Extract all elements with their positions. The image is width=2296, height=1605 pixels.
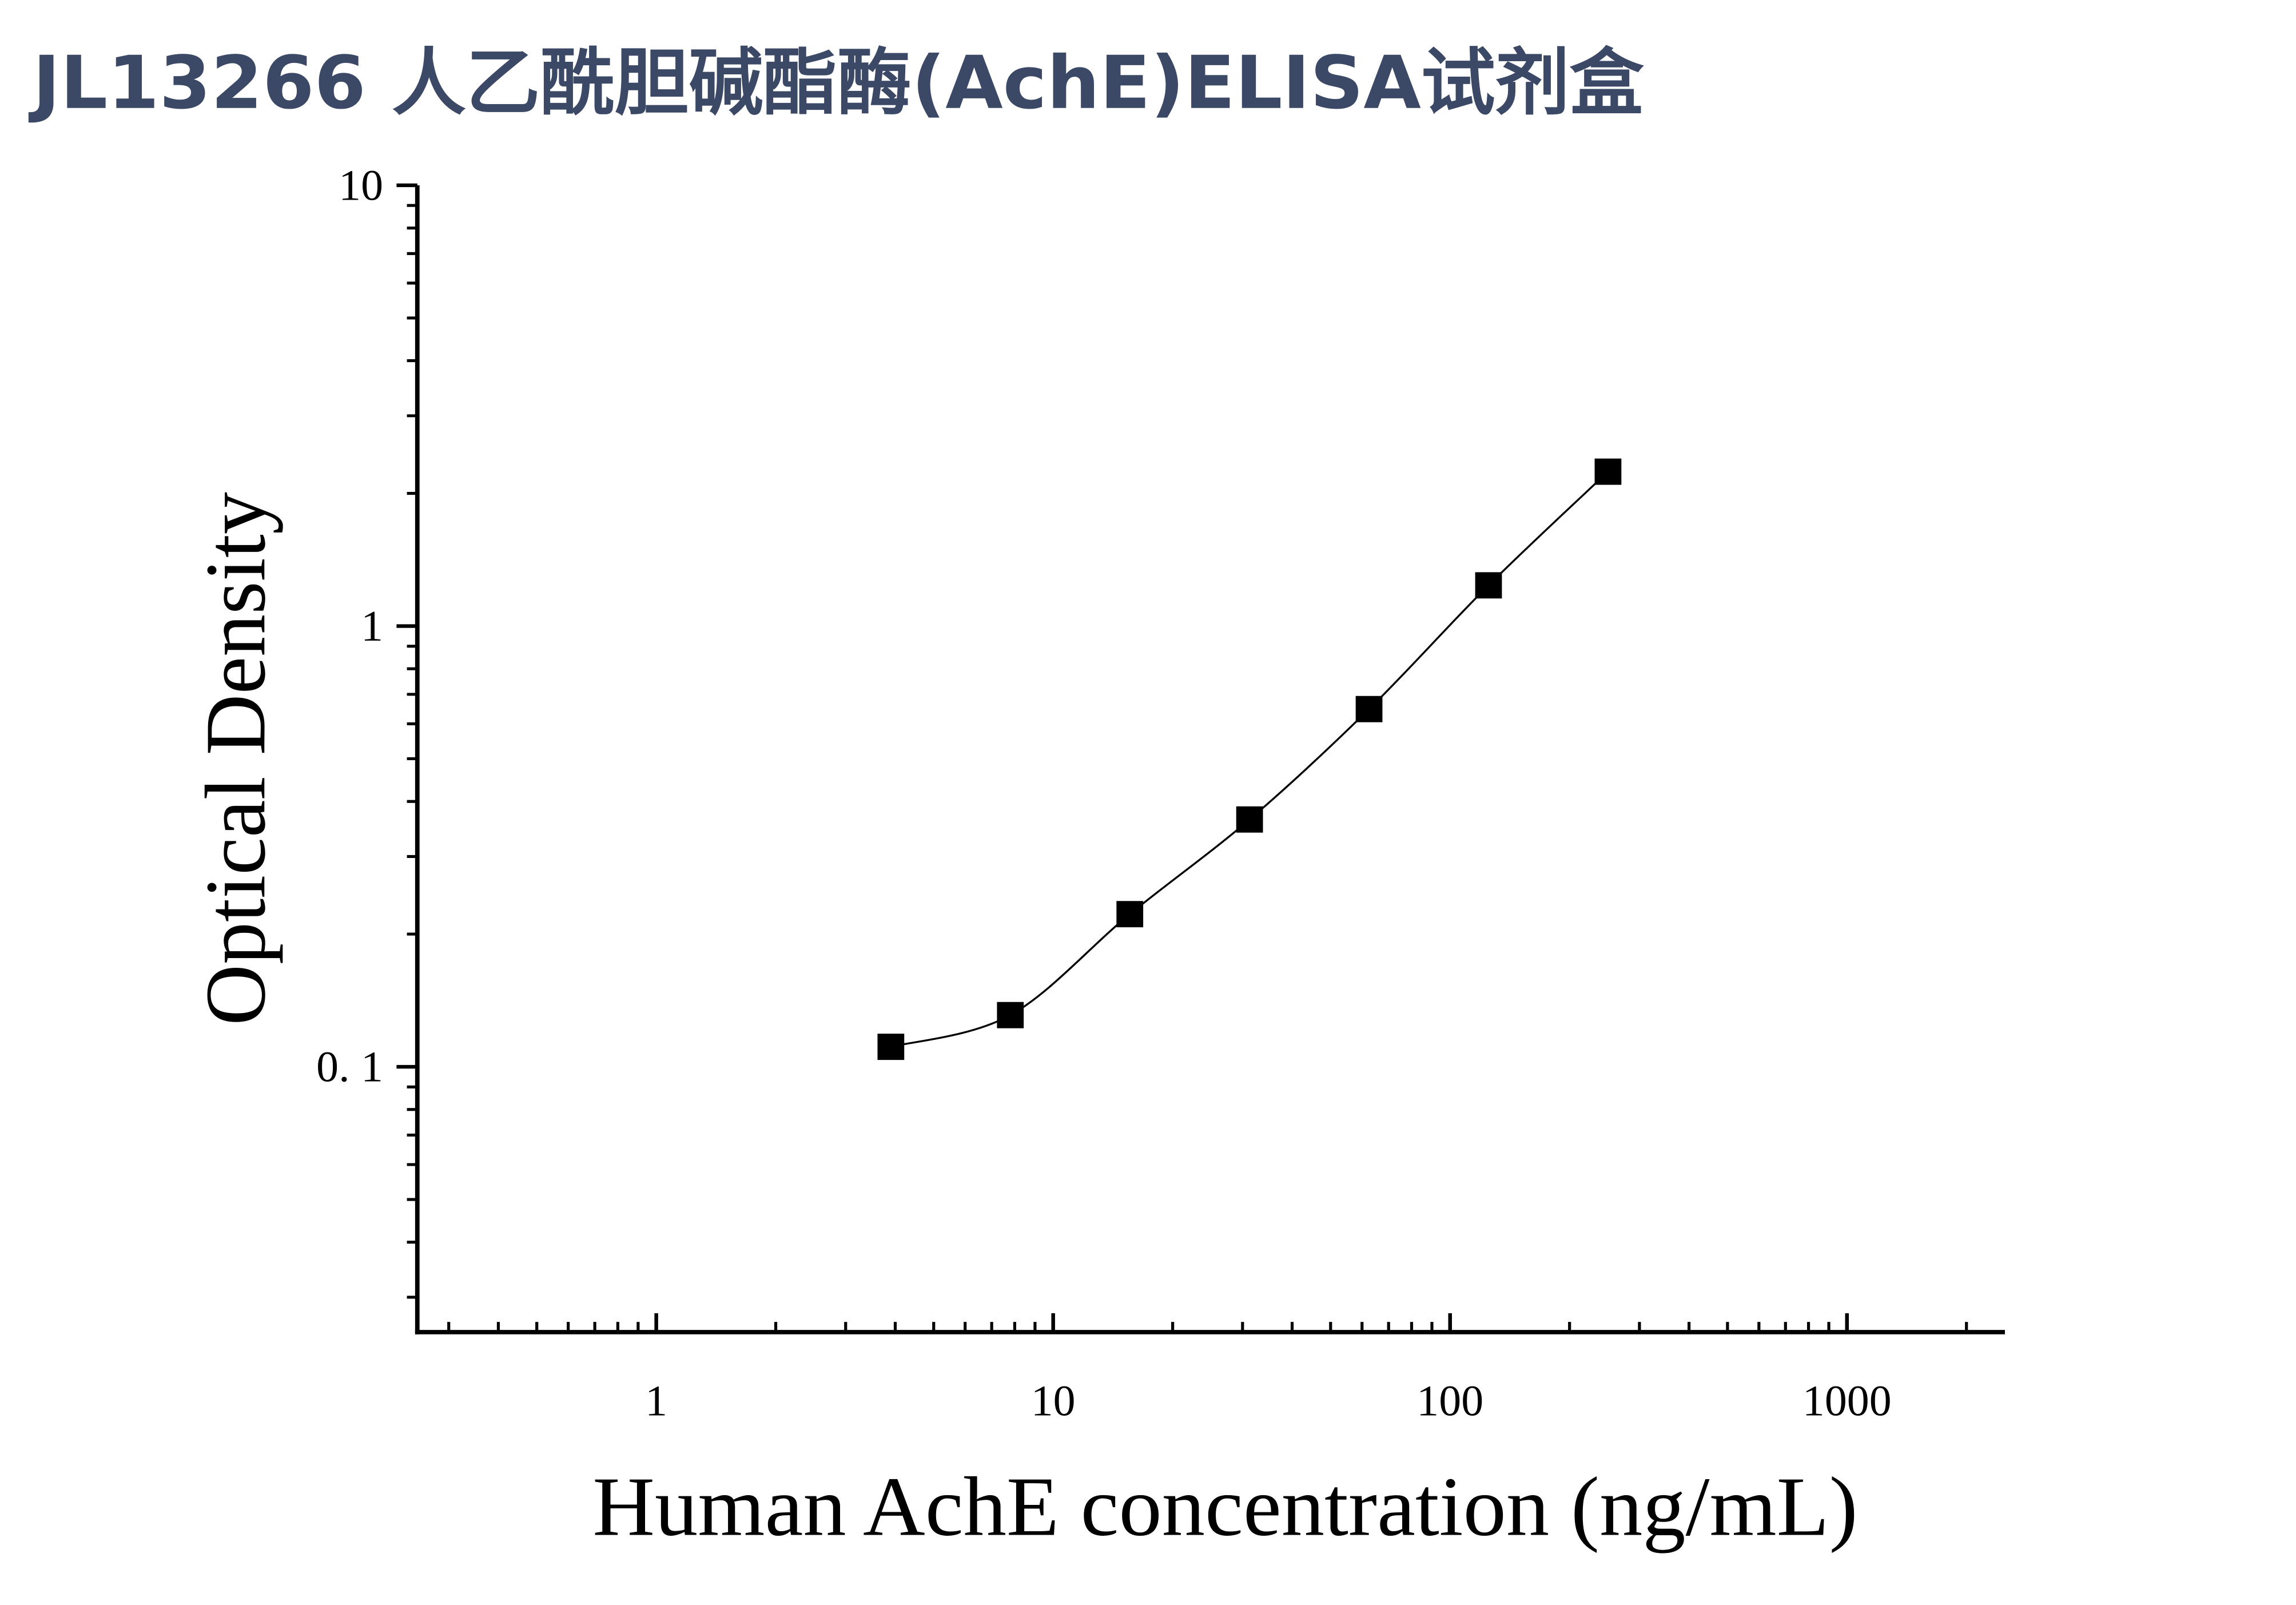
- x-tick-label: 100: [1416, 1376, 1483, 1425]
- data-point: [1475, 572, 1502, 599]
- x-tick-label: 1000: [1802, 1376, 1892, 1425]
- data-point: [1355, 696, 1383, 722]
- x-tick-label: 10: [1031, 1376, 1076, 1425]
- data-point: [877, 1034, 905, 1060]
- y-tick-label: 1: [361, 602, 383, 650]
- data-point: [1236, 806, 1263, 833]
- x-axis-label: Human AchE concentration (ng/mL): [592, 1460, 1857, 1554]
- y-tick-label: 10: [339, 161, 383, 209]
- x-tick-label: 1: [645, 1376, 667, 1425]
- chart-title: JL13266 人乙酰胆碱酯酶(AchE)ELISA试剂盒: [28, 41, 1645, 126]
- data-point: [1594, 458, 1622, 485]
- y-tick-label: 0. 1: [316, 1042, 383, 1091]
- data-point: [1116, 901, 1144, 928]
- data-point: [997, 1002, 1024, 1028]
- fit-curve: [890, 471, 1609, 1048]
- y-axis-label: Optical Density: [188, 492, 283, 1026]
